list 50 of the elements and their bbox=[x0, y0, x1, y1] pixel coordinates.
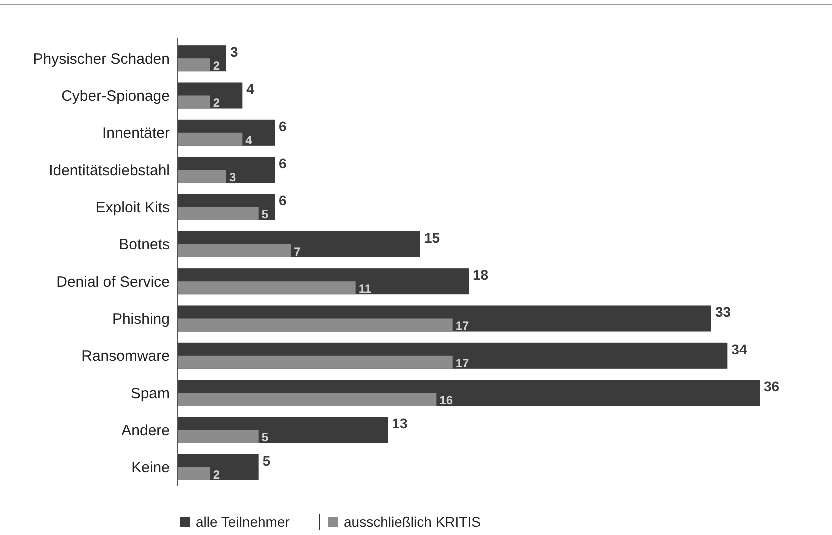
bar bbox=[178, 207, 259, 220]
data-label: 3 bbox=[230, 44, 238, 60]
data-label: 7 bbox=[294, 244, 302, 259]
y-tick-label: Denial of Service bbox=[56, 274, 170, 291]
data-label: 33 bbox=[716, 304, 732, 320]
bar bbox=[178, 318, 453, 332]
data-label: 36 bbox=[764, 378, 780, 394]
legend-label: ausschließlich KRITIS bbox=[344, 514, 481, 530]
bar bbox=[178, 244, 292, 258]
bar bbox=[178, 132, 243, 146]
bar bbox=[178, 58, 210, 72]
data-label: 34 bbox=[732, 341, 748, 358]
data-label: 5 bbox=[262, 430, 269, 445]
bar bbox=[178, 96, 210, 109]
data-label: 17 bbox=[456, 356, 470, 370]
data-label: 4 bbox=[246, 133, 253, 148]
y-tick-label: Innentäter bbox=[102, 125, 170, 142]
bar bbox=[178, 430, 259, 444]
bar bbox=[178, 393, 437, 406]
bar bbox=[178, 356, 453, 369]
data-label: 18 bbox=[473, 266, 489, 283]
y-tick-label: Botnets bbox=[119, 236, 170, 254]
bar bbox=[178, 467, 210, 480]
data-label: 16 bbox=[440, 394, 454, 408]
data-label: 6 bbox=[279, 192, 287, 209]
data-label: 17 bbox=[456, 319, 470, 334]
y-tick-label: Ransomware bbox=[82, 348, 170, 366]
data-label: 2 bbox=[213, 96, 220, 110]
data-label: 2 bbox=[213, 468, 220, 482]
data-label: 13 bbox=[392, 416, 408, 432]
data-label: 11 bbox=[358, 282, 372, 296]
data-label: 6 bbox=[279, 155, 287, 172]
legend-label: alle Teilnehmer bbox=[196, 514, 290, 530]
data-label: 2 bbox=[213, 59, 220, 74]
data-label: 6 bbox=[279, 118, 287, 134]
data-label: 4 bbox=[246, 81, 255, 98]
data-label: 3 bbox=[230, 170, 236, 185]
bar bbox=[178, 170, 226, 184]
data-label: 5 bbox=[262, 208, 269, 222]
y-tick-label: Keine bbox=[132, 460, 170, 477]
y-tick-label: Phishing bbox=[112, 311, 170, 328]
y-tick-label: Identitätsdiebstahl bbox=[49, 162, 170, 180]
y-tick-label: Physischer Schaden bbox=[33, 50, 170, 68]
y-tick-label: Exploit Kits bbox=[96, 200, 170, 216]
y-tick-label: Andere bbox=[122, 422, 170, 440]
y-tick-label: Spam bbox=[130, 385, 170, 402]
data-label: 15 bbox=[424, 230, 440, 246]
bar bbox=[178, 282, 356, 295]
data-label: 5 bbox=[262, 452, 271, 469]
y-tick-label: Cyber-Spionage bbox=[62, 88, 170, 105]
